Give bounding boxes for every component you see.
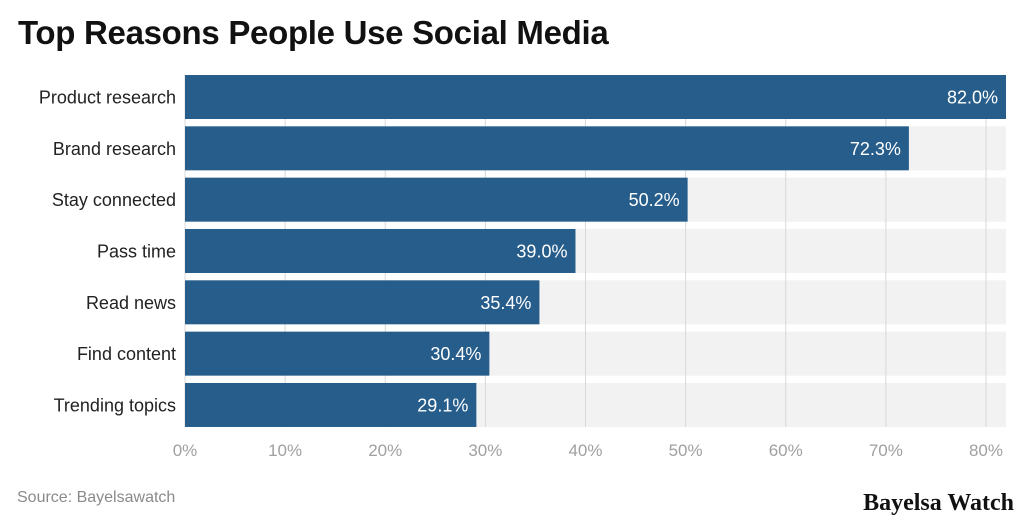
bars [185,75,1006,427]
brand-logo: Bayelsa Watch [863,490,1014,516]
x-tick-label: 60% [769,441,803,460]
value-label: 82.0% [947,88,998,108]
source-note: Source: Bayelsawatch [17,489,176,506]
category-label: Trending topics [54,395,176,415]
x-tick-label: 80% [969,441,1003,460]
value-label: 35.4% [480,293,531,313]
value-labels: 82.0% 72.3% 50.2% 39.0% 35.4% 30.4% 29.1% [417,88,998,416]
x-tick-label: 10% [268,441,302,460]
value-label: 30.4% [430,344,481,364]
category-label: Brand research [53,139,176,159]
x-tick-label: 20% [368,441,402,460]
category-label: Pass time [97,241,176,261]
value-label: 39.0% [516,241,567,261]
x-tick-label: 30% [468,441,502,460]
bar [185,331,490,376]
category-label: Product research [39,88,176,108]
bar [185,177,688,222]
x-axis-ticks: 0% 10% 20% 30% 40% 50% 60% 70% 80% [173,441,1003,460]
bar [185,280,540,325]
chart-title: Top Reasons People Use Social Media [18,14,609,51]
category-label: Stay connected [52,190,176,210]
bar [185,228,576,273]
category-label: Read news [86,293,176,313]
value-label: 50.2% [629,190,680,210]
bar [185,75,1006,119]
bar [185,382,477,427]
x-tick-label: 70% [869,441,903,460]
x-tick-label: 0% [173,441,198,460]
value-label: 29.1% [417,395,468,415]
x-tick-label: 40% [568,441,602,460]
x-tick-label: 50% [669,441,703,460]
bar [185,126,909,171]
category-labels: Product research Brand research Stay conne… [39,88,176,416]
category-label: Find content [77,344,176,364]
value-label: 72.3% [850,139,901,159]
